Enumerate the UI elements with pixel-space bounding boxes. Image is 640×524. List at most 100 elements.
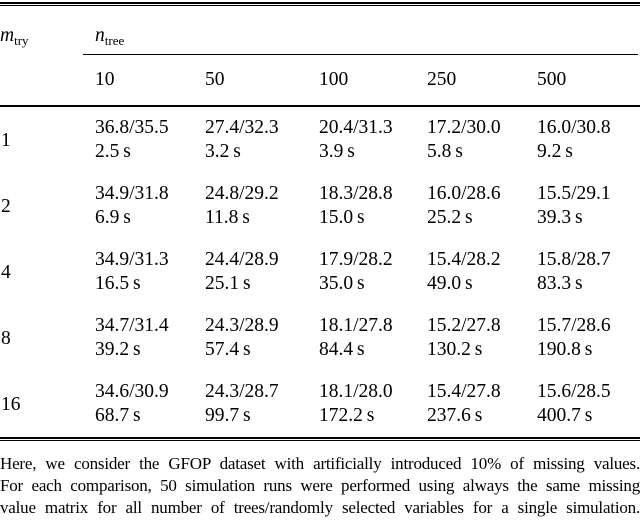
result-cell: 34.6/30.9 68.7 s <box>95 380 205 437</box>
column-variable-symbol: n <box>95 25 105 46</box>
error-values: 15.7/28.6 <box>537 315 611 336</box>
runtime-value: 15.0 s <box>319 207 365 228</box>
runtime-value: 9.2 s <box>537 141 573 162</box>
error-values: 17.9/28.2 <box>319 249 393 270</box>
runtime-value: 172.2 s <box>319 405 375 426</box>
column-variable-subscript: tree <box>104 33 125 49</box>
result-cell: 18.3/28.8 15.0 s <box>319 182 427 239</box>
table-row: 8 34.7/31.4 39.2 s 24.3/28.9 57.4 s 18.1… <box>0 305 640 371</box>
result-cell: 15.4/27.8 237.6 s <box>427 380 537 437</box>
error-values: 16.0/28.6 <box>427 183 501 204</box>
column-header: 50 <box>205 69 225 90</box>
result-cell: 15.4/28.2 49.0 s <box>427 248 537 305</box>
error-values: 20.4/31.3 <box>319 117 393 138</box>
table-caption: Here, we consider the GFOP dataset with … <box>0 453 640 519</box>
table-variable-header-row: mtry ntree <box>0 6 640 54</box>
runtime-value: 16.5 s <box>95 273 141 294</box>
error-values: 15.2/27.8 <box>427 315 501 336</box>
runtime-value: 84.4 s <box>319 339 365 360</box>
table-row: 2 34.9/31.8 6.9 s 24.8/29.2 11.8 s 18.3/… <box>0 173 640 239</box>
result-cell: 18.1/28.0 172.2 s <box>319 380 427 437</box>
runtime-value: 11.8 s <box>205 207 250 228</box>
table-row: 1 36.8/35.5 2.5 s 27.4/32.3 3.2 s 20.4/3… <box>0 107 640 173</box>
runtime-value: 39.2 s <box>95 339 141 360</box>
result-cell: 34.9/31.8 6.9 s <box>95 182 205 239</box>
result-cell: 15.8/28.7 83.3 s <box>537 248 640 305</box>
result-cell: 34.7/31.4 39.2 s <box>95 314 205 371</box>
runtime-value: 99.7 s <box>205 405 251 426</box>
caption-line: For each comparison, 50 simulation runs … <box>0 476 640 495</box>
result-cell: 34.9/31.3 16.5 s <box>95 248 205 305</box>
header-body-rule <box>0 105 640 107</box>
error-values: 24.3/28.7 <box>205 381 279 402</box>
result-cell: 15.5/29.1 39.3 s <box>537 182 640 239</box>
error-values: 18.1/28.0 <box>319 381 393 402</box>
result-cell: 24.4/28.9 25.1 s <box>205 248 319 305</box>
runtime-value: 83.3 s <box>537 273 583 294</box>
runtime-value: 2.5 s <box>95 141 131 162</box>
table-row: 4 34.9/31.3 16.5 s 24.4/28.9 25.1 s 17.9… <box>0 239 640 305</box>
column-header: 250 <box>427 69 457 90</box>
row-variable-subscript: try <box>14 33 29 49</box>
result-cell: 24.3/28.9 57.4 s <box>205 314 319 371</box>
table-row: 16 34.6/30.9 68.7 s 24.3/28.7 99.7 s 18.… <box>0 371 640 437</box>
column-group-rule <box>83 54 638 55</box>
runtime-value: 5.8 s <box>427 141 463 162</box>
row-label: 1 <box>1 129 11 151</box>
runtime-value: 130.2 s <box>427 339 483 360</box>
column-variable-label: ntree <box>95 25 640 47</box>
column-header: 500 <box>537 69 567 90</box>
error-values: 15.6/28.5 <box>537 381 611 402</box>
runtime-value: 25.2 s <box>427 207 473 228</box>
error-values: 15.4/27.8 <box>427 381 501 402</box>
result-cell: 20.4/31.3 3.9 s <box>319 116 427 173</box>
row-label: 8 <box>1 327 11 349</box>
error-values: 24.3/28.9 <box>205 315 279 336</box>
row-label: 4 <box>1 261 11 283</box>
row-label: 16 <box>1 393 21 415</box>
caption-line: value matrix for all number of trees/ran… <box>0 498 640 517</box>
column-header: 10 <box>95 69 115 90</box>
runtime-value: 68.7 s <box>95 405 141 426</box>
result-cell: 15.6/28.5 400.7 s <box>537 380 640 437</box>
error-values: 15.5/29.1 <box>537 183 611 204</box>
table-bottom-rule <box>0 437 640 441</box>
runtime-value: 25.1 s <box>205 273 251 294</box>
runtime-value: 39.3 s <box>537 207 583 228</box>
result-cell: 15.2/27.8 130.2 s <box>427 314 537 371</box>
error-values: 16.0/30.8 <box>537 117 611 138</box>
error-values: 34.7/31.4 <box>95 315 169 336</box>
error-values: 24.4/28.9 <box>205 249 279 270</box>
caption-line: Here, we consider the GFOP dataset with … <box>0 454 640 473</box>
runtime-value: 57.4 s <box>205 339 251 360</box>
result-cell: 15.7/28.6 190.8 s <box>537 314 640 371</box>
result-cell: 27.4/32.3 3.2 s <box>205 116 319 173</box>
result-cell: 16.0/30.8 9.2 s <box>537 116 640 173</box>
error-values: 17.2/30.0 <box>427 117 501 138</box>
runtime-value: 3.2 s <box>205 141 241 162</box>
error-values: 18.1/27.8 <box>319 315 393 336</box>
error-values: 15.4/28.2 <box>427 249 501 270</box>
error-values: 15.8/28.7 <box>537 249 611 270</box>
runtime-value: 6.9 s <box>95 207 131 228</box>
result-cell: 18.1/27.8 84.4 s <box>319 314 427 371</box>
row-label: 2 <box>1 195 11 217</box>
table-column-header-row: 10 50 100 250 500 <box>0 55 640 105</box>
result-cell: 17.9/28.2 35.0 s <box>319 248 427 305</box>
error-values: 24.8/29.2 <box>205 183 279 204</box>
error-values: 34.9/31.3 <box>95 249 169 270</box>
row-variable-label: mtry <box>0 25 95 47</box>
error-values: 34.6/30.9 <box>95 381 169 402</box>
runtime-value: 237.6 s <box>427 405 483 426</box>
result-cell: 16.0/28.6 25.2 s <box>427 182 537 239</box>
error-values: 18.3/28.8 <box>319 183 393 204</box>
column-header: 100 <box>319 69 349 90</box>
runtime-value: 400.7 s <box>537 405 593 426</box>
runtime-value: 35.0 s <box>319 273 365 294</box>
result-cell: 24.8/29.2 11.8 s <box>205 182 319 239</box>
row-variable-symbol: m <box>0 25 15 46</box>
table-top-rule <box>0 2 640 6</box>
error-values: 36.8/35.5 <box>95 117 169 138</box>
error-values: 27.4/32.3 <box>205 117 279 138</box>
error-values: 34.9/31.8 <box>95 183 169 204</box>
